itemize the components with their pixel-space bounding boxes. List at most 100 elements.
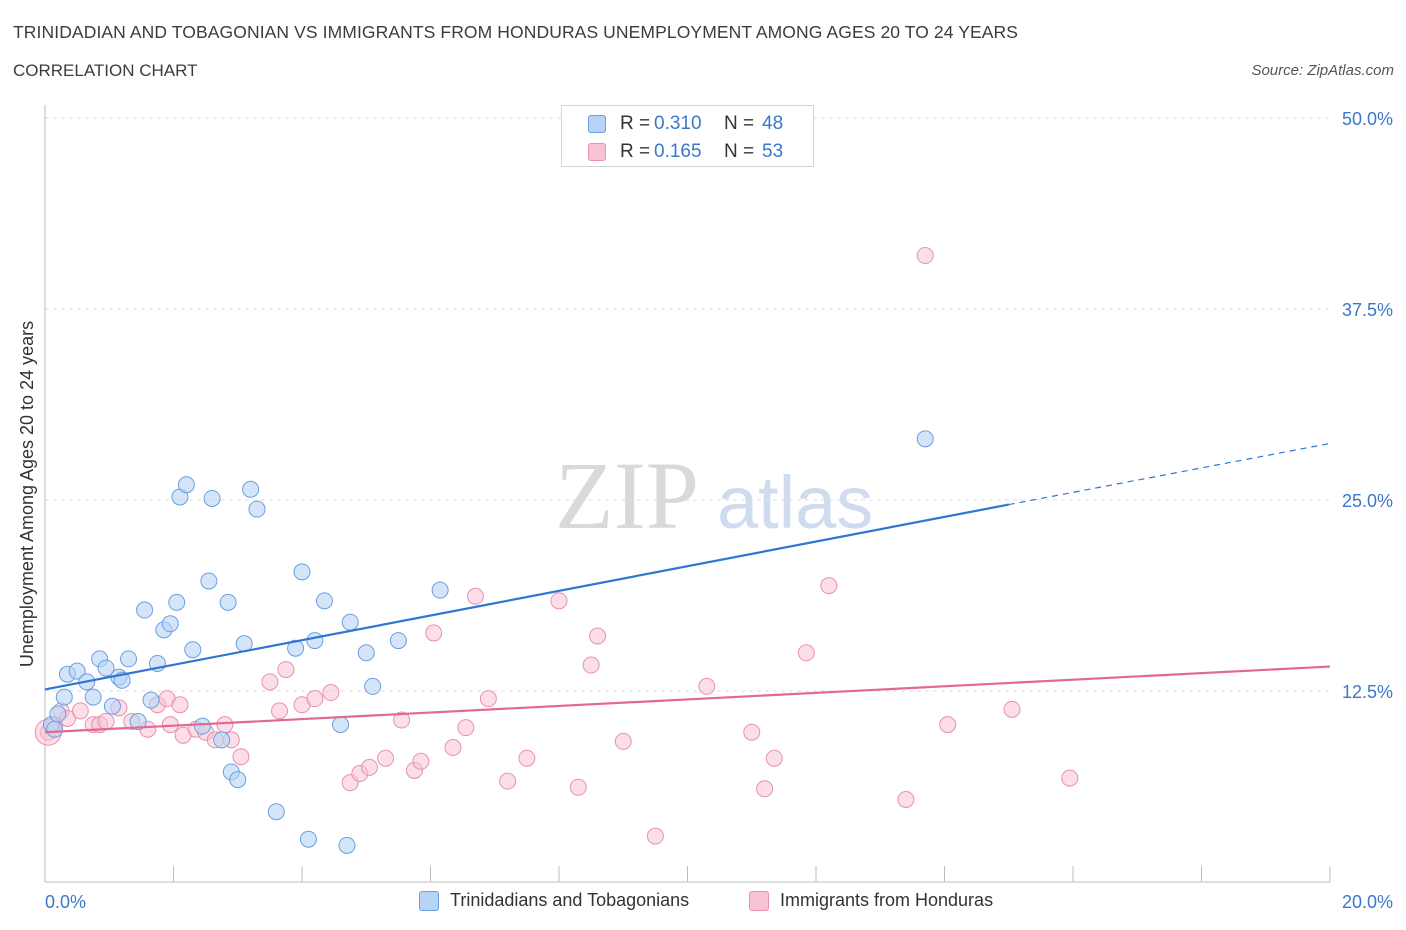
bottom-legend-swatch-blue [419, 890, 439, 911]
data-point-trinidadian [203, 489, 221, 507]
data-point-honduras [322, 684, 340, 702]
data-point-trinidadian [431, 581, 449, 599]
data-point-trinidadian [338, 836, 356, 854]
data-point-trinidadian [315, 592, 333, 610]
data-point-honduras [393, 711, 411, 729]
data-point-trinidadian [136, 601, 154, 619]
data-point-honduras [457, 719, 475, 737]
data-point-trinidadian [219, 593, 237, 611]
data-point-honduras [582, 656, 600, 674]
data-point-trinidadian [332, 716, 350, 734]
data-point-trinidadian [389, 632, 407, 650]
data-point-honduras [377, 749, 395, 767]
data-point-honduras [71, 702, 89, 720]
data-point-trinidadian [306, 632, 324, 650]
chart-title: TRINIDADIAN AND TOBAGONIAN VS IMMIGRANTS… [13, 22, 1019, 42]
grid-lines [45, 117, 1330, 692]
data-point-trinidadian [287, 639, 305, 657]
data-point-trinidadian [357, 644, 375, 662]
legend-n-label: N = [724, 113, 755, 134]
x-tick-label: 20.0% [1342, 892, 1393, 912]
watermark: ZIP atlas [555, 442, 873, 549]
data-point-trinidadian [364, 677, 382, 695]
y-tick-label: 25.0% [1342, 491, 1393, 511]
data-point-honduras [425, 624, 443, 642]
data-point-trinidadian [177, 476, 195, 494]
bottom-legend: Trinidadians and Tobagonians Immigrants … [0, 890, 1406, 914]
data-point-trinidadian [168, 593, 186, 611]
y-tick-label: 50.0% [1342, 109, 1393, 129]
legend-row-honduras: R = 0.165 N = 53 [588, 141, 783, 163]
legend-swatch-blue [588, 115, 606, 133]
trend-line-trinidadian-extension [1008, 442, 1331, 506]
bottom-legend-label: Trinidadians and Tobagonians [450, 890, 690, 910]
data-point-trinidadian [213, 731, 231, 749]
data-point-honduras [444, 739, 462, 757]
legend-swatch-pink [588, 143, 606, 161]
legend-r-value: 0.165 [654, 141, 702, 162]
legend-n-label: N = [724, 141, 755, 162]
data-point-honduras [216, 716, 234, 734]
data-point-trinidadian [916, 430, 934, 448]
chart-subtitle: CORRELATION CHART [13, 61, 198, 80]
data-point-honduras [743, 723, 761, 741]
legend-r-label: R = [620, 113, 651, 134]
y-tick-label: 37.5% [1342, 300, 1393, 320]
data-point-honduras [820, 577, 838, 595]
data-point-honduras [306, 690, 324, 708]
data-point-trinidadian [55, 688, 73, 706]
data-point-trinidadian [97, 659, 115, 677]
trinidadian-points [42, 430, 934, 854]
data-point-trinidadian [68, 662, 86, 680]
data-point-trinidadian [267, 803, 285, 821]
data-point-trinidadian [46, 720, 64, 738]
y-axis-label: Unemployment Among Ages 20 to 24 years [17, 321, 37, 667]
source-label: Source: ZipAtlas.com [1251, 62, 1394, 79]
data-point-honduras [550, 592, 568, 610]
bottom-legend-trinidadian: Trinidadians and Tobagonians [419, 890, 689, 911]
data-point-trinidadian [161, 615, 179, 633]
data-point-trinidadian [299, 830, 317, 848]
data-point-honduras [360, 758, 378, 776]
data-point-trinidadian [193, 717, 211, 735]
data-point-trinidadian [120, 650, 138, 668]
data-point-honduras [614, 732, 632, 750]
trend-lines [44, 442, 1331, 734]
data-point-trinidadian [229, 771, 247, 789]
data-point-honduras [756, 780, 774, 798]
data-point-honduras [569, 778, 587, 796]
data-point-honduras [916, 247, 934, 265]
data-point-honduras [646, 827, 664, 845]
legend-r-value: 0.310 [654, 113, 702, 134]
watermark-zip: ZIP [555, 442, 699, 549]
bottom-legend-swatch-pink [749, 890, 769, 911]
tick-labels: 12.5% 25.0% 37.5% 50.0% 0.0% 20.0% [45, 109, 1393, 912]
data-point-trinidadian [341, 613, 359, 631]
trend-line-honduras [44, 665, 1331, 734]
data-point-honduras [698, 677, 716, 695]
data-point-honduras [261, 673, 279, 691]
data-point-trinidadian [49, 705, 67, 723]
data-point-honduras [277, 661, 295, 679]
data-point-trinidadian [103, 697, 121, 715]
x-tick-label: 0.0% [45, 892, 86, 912]
y-tick-label: 12.5% [1342, 682, 1393, 702]
data-point-honduras [271, 702, 289, 720]
trend-line-trinidadian [44, 503, 1009, 691]
data-point-honduras [499, 772, 517, 790]
data-point-honduras [589, 627, 607, 645]
data-point-honduras [518, 749, 536, 767]
legend-n-value: 48 [762, 113, 784, 134]
watermark-atlas: atlas [717, 461, 873, 544]
data-point-trinidadian [84, 688, 102, 706]
data-point-trinidadian [293, 563, 311, 581]
data-point-honduras [765, 749, 783, 767]
data-point-honduras [97, 713, 115, 731]
data-point-honduras [897, 790, 915, 808]
data-point-honduras [466, 587, 484, 605]
data-point-trinidadian [200, 572, 218, 590]
bottom-legend-label: Immigrants from Honduras [780, 890, 994, 910]
data-point-honduras [171, 696, 189, 714]
data-point-honduras [939, 716, 957, 734]
